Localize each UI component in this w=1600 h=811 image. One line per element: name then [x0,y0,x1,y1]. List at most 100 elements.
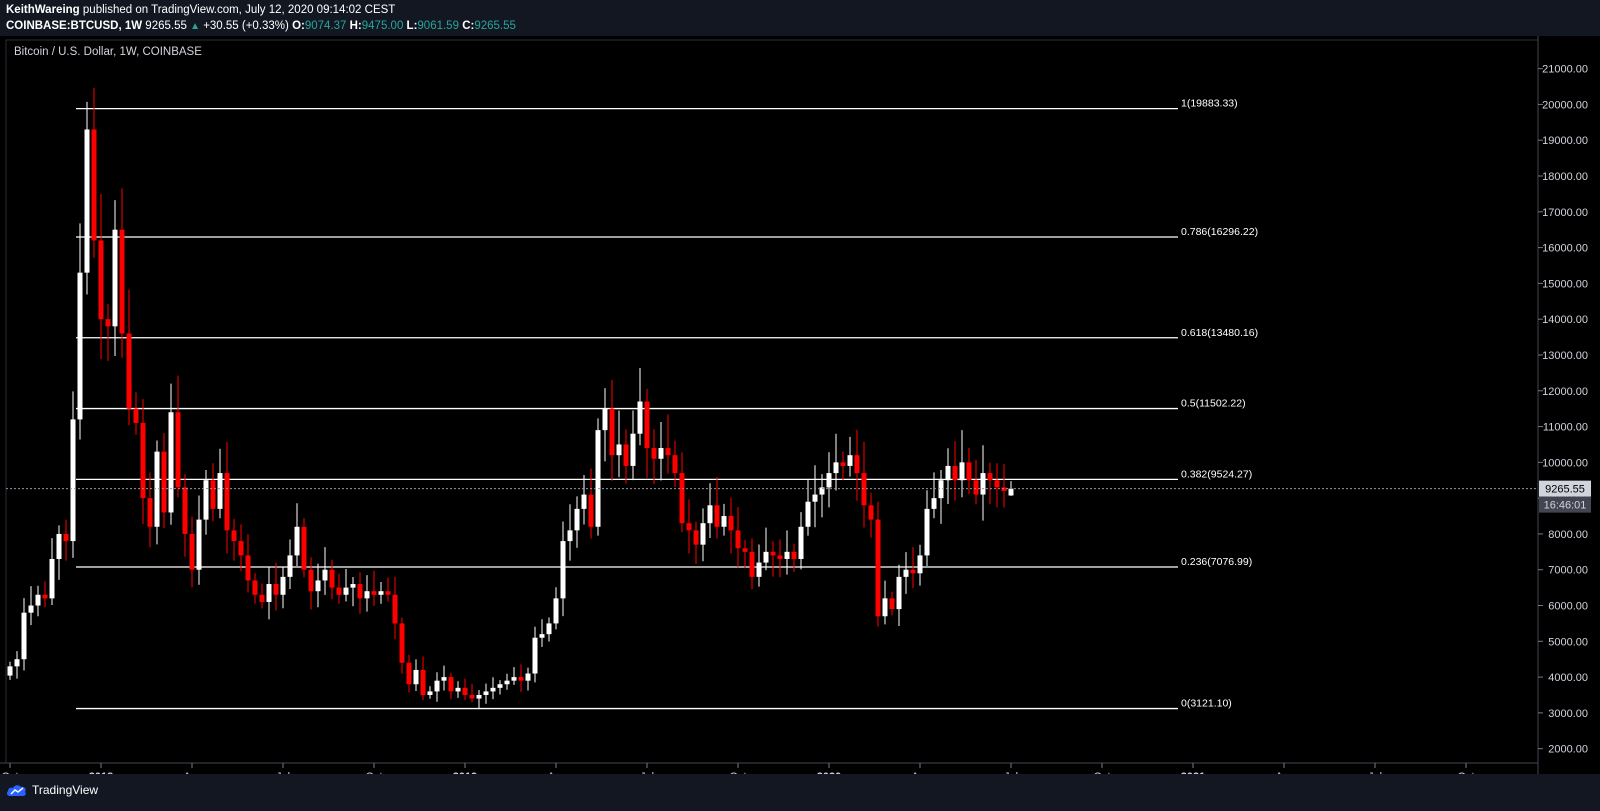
candle-body [196,519,202,570]
candle-body [875,519,881,617]
x-tick-label: Jul [276,771,290,774]
candle-body [119,229,125,334]
candle-body [259,594,265,602]
candle-body [231,530,237,542]
candle-body [392,594,398,624]
candle-body [28,605,34,613]
candle-body [581,494,587,509]
price-chart[interactable]: Bitcoin / U.S. Dollar, 1W, COINBASE 2100… [0,36,1600,774]
candle-body [35,594,41,606]
candle-body [7,666,13,676]
author-name[interactable]: KeithWareing [6,4,80,16]
x-tick-label: 2021 [1181,771,1205,774]
y-tick-label: 15000.00 [1542,278,1588,290]
tradingview-logo[interactable]: TradingView [6,783,98,797]
candle-body [448,677,454,692]
candle-body [427,691,433,695]
price-change: +30.55 (+0.33%) [203,20,289,32]
plot-frame [5,39,1539,764]
candle-body [245,555,251,581]
price-axis[interactable]: 21000.00 20000.00 19000.00 18000.00 17000.00… [1538,64,1588,756]
candle-body [938,480,944,499]
close-value: 9265.55 [474,20,516,32]
x-tick-label: Oct [365,771,382,774]
high-label: H: [349,20,362,32]
candle-body [154,451,160,527]
candle-body [987,473,993,481]
candle-body [357,584,363,599]
fib-level-label: 0.5(11502.22) [1181,398,1246,410]
candle-body [980,473,986,495]
candle-body [945,465,951,481]
y-tick-label: 6000.00 [1548,601,1588,613]
candle-body [21,612,27,660]
candle-body [826,473,832,488]
candle-body [658,448,664,459]
candle-body [203,480,209,520]
y-tick-label: 11000.00 [1543,422,1588,434]
candle-body [497,684,503,688]
candle-body [623,444,629,466]
candle-body [700,523,706,545]
candle-body [77,272,83,420]
candle-body [560,541,566,599]
candle-body [595,430,601,527]
candle-body [189,533,195,570]
y-tick-label: 20000.00 [1542,99,1588,111]
candle-body [602,408,608,431]
x-tick-label: Jul [1368,771,1382,774]
candle-body [287,555,293,577]
candle-body [966,462,972,481]
candle-body [168,412,174,513]
candle-body [140,422,146,499]
candle-body [791,551,797,559]
publish-line: KeithWareing published on TradingView.co… [6,2,395,18]
candle-body [42,594,48,599]
x-tick-label: 2019 [453,771,477,774]
fib-level-label: 0.618(13480.16) [1181,327,1258,339]
tradingview-brand: TradingView [32,783,99,797]
y-tick-label: 17000.00 [1542,207,1588,219]
x-tick-label: Oct [1093,771,1110,774]
open-value: 9074.37 [304,20,347,32]
candle-body [504,680,510,685]
fib-level-label: 0.382(9524.27) [1181,468,1252,480]
up-arrow-icon: ▲ [190,21,200,32]
candle-body [469,694,475,699]
time-axis[interactable]: Oct 2018 Apr Jul Oct 2019 Apr Jul Oct 2020 Apr Jul O… [1,763,1475,774]
candle-body [98,240,104,320]
x-tick-label: Oct [1,771,18,774]
candle-body [252,580,258,595]
candle-body [756,562,762,577]
candle-body [434,680,440,692]
candle-body [644,401,650,449]
candle-body [133,408,139,423]
candle-body [805,501,811,527]
y-tick-label: 18000.00 [1542,171,1588,183]
candle-body [532,637,538,674]
candle-body [1008,488,1014,496]
candle-body [210,480,216,509]
candle-body [553,598,559,624]
y-tick-label: 13000.00 [1542,350,1588,362]
candle-body [546,623,552,635]
candle-body [217,473,223,509]
y-tick-label: 19000.00 [1542,135,1588,147]
candle-body [847,455,853,466]
candle-body [840,462,846,466]
candle-body [476,694,482,699]
candle-body [462,687,468,695]
symbol-label[interactable]: COINBASE:BTCUSD, 1W [6,20,143,32]
candle-body [70,419,76,542]
y-tick-label: 3000.00 [1548,708,1588,720]
candle-body [994,480,1000,488]
candle-body [672,455,678,474]
candle-body [399,623,405,663]
candle-body [854,455,860,474]
ohlc-line: COINBASE:BTCUSD, 1W 9265.55 ▲ +30.55 (+0… [6,18,516,35]
candle-body [455,687,461,692]
candle-body [308,569,314,592]
candle-body [833,462,839,474]
high-value: 9475.00 [361,20,404,32]
fibonacci-retracement[interactable]: 1(19883.33) 0.786(16296.22) 0.618(13480.16… [76,98,1258,710]
